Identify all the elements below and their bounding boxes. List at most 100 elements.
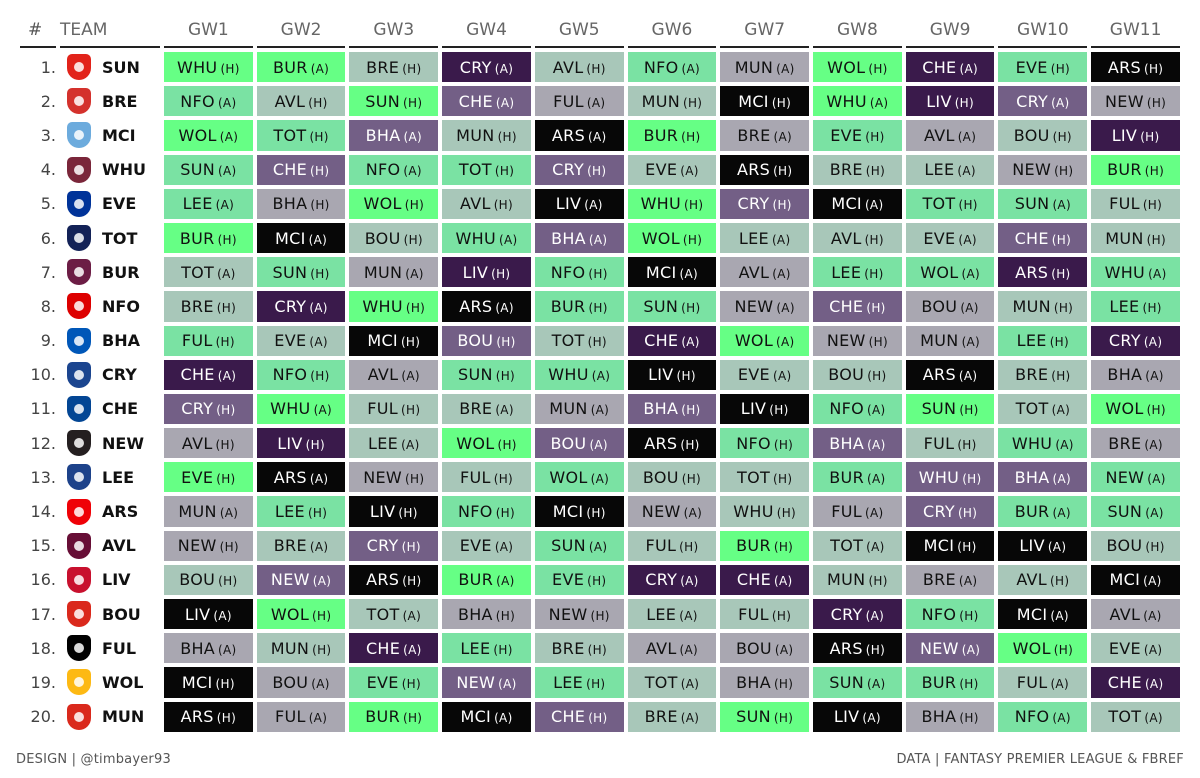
opponent-label: LIV (462, 262, 489, 282)
venue-label: (H) (401, 403, 421, 418)
opponent-label: SUN (736, 707, 771, 727)
fixture-cell: BOU (A) (534, 428, 624, 459)
fixture-cell: WOL (H) (256, 599, 346, 630)
fixture-cell: MUN (H) (813, 564, 902, 595)
opponent-label: WHU (455, 228, 496, 248)
fixture-cell: BHA (H) (256, 188, 346, 219)
venue-label: (A) (494, 711, 513, 726)
venue-label: (A) (494, 540, 514, 555)
table-row: 3. MCI WOL (A) TOT (H) BHA (A) MUN (H) ARS (A) BUR (H… (20, 120, 1180, 151)
opponent-label: TOT (1015, 399, 1049, 419)
opponent-label: BOU (272, 672, 309, 692)
opponent-label: MUN (549, 399, 588, 419)
venue-label: (A) (772, 369, 792, 384)
team-logo-cell (60, 52, 98, 82)
fixture-cell: BUR (H) (905, 667, 995, 698)
villa-crest-icon (67, 532, 91, 559)
venue-label: (A) (958, 574, 978, 589)
opponent-label: WHU (733, 502, 774, 522)
table-row: 10. CRY CHE (A) NFO (H) AVL (A) SUN (H) WHU (A) LIV(… (20, 359, 1180, 390)
venue-label: (A) (679, 642, 699, 657)
venue-label: (H) (586, 61, 606, 76)
venue-label: (A) (310, 61, 330, 76)
team-abbr: WHU (102, 160, 147, 180)
venue-label: (H) (676, 369, 696, 384)
fixture-cell: BOU (H) (1091, 530, 1180, 561)
fixture-cell: TOT (A) (627, 667, 717, 698)
team-rank: 18. (30, 638, 56, 658)
team-rank: 10. (30, 365, 56, 385)
venue-label: (H) (868, 61, 888, 76)
venue-label: (H) (1142, 300, 1162, 315)
opponent-label: MUN (734, 57, 774, 77)
venue-label: (A) (1143, 335, 1163, 350)
venue-label: (A) (865, 506, 884, 521)
fixture-cell: FUL (A) (534, 86, 624, 117)
venue-label: (A) (773, 129, 792, 144)
venue-label: (H) (959, 711, 979, 726)
opponent-label: CHE (1014, 228, 1049, 248)
fixture-cell: LEE (H) (256, 496, 346, 527)
venue-label: (H) (683, 95, 703, 110)
venue-label: (H) (772, 198, 792, 213)
venue-label: (A) (776, 61, 795, 76)
fixture-cell: EVE (A) (256, 325, 346, 356)
fixture-cell: ARS (A) (256, 462, 346, 493)
fixture-cell: EVE (A) (627, 154, 717, 185)
opponent-label: ARS (459, 296, 493, 316)
fixture-cell: WHU (A) (256, 393, 346, 425)
venue-label: (H) (586, 676, 606, 691)
opponent-label: BRE (829, 160, 863, 180)
venue-label: (A) (1055, 437, 1074, 452)
venue-label: (A) (494, 61, 514, 76)
venue-label: (H) (679, 540, 699, 555)
opponent-label: SUN (1014, 194, 1050, 214)
venue-label: (H) (493, 642, 513, 657)
opponent-label: TOT (644, 672, 678, 692)
opponent-label: AVL (738, 262, 770, 282)
team-rank: 14. (30, 502, 56, 522)
fixture-cell: CRY (H) (905, 496, 995, 527)
opponent-label: TOT (922, 194, 956, 214)
opponent-label: CRY (737, 194, 770, 214)
fixture-cell: LEE (H) (442, 633, 531, 664)
fixture-cell: MCI (H) (720, 86, 810, 117)
venue-label: (H) (216, 300, 237, 315)
opponent-label: MUN (363, 262, 403, 282)
table-row: 9. BHA FUL (H) EVE (A) MCI (H) BOU (H) TOT (H) CHE (A… (20, 325, 1180, 356)
opponent-label: EVE (181, 467, 214, 487)
venue-label: (H) (401, 540, 421, 555)
fixture-cell: BHA (A) (534, 222, 624, 254)
header-row: # TEAM GW1 GW2 GW3 GW4 GW5 GW6 GW7 GW8 G… (20, 14, 1180, 48)
opponent-label: LEE (274, 502, 305, 522)
fixture-cell: FUL (H) (627, 530, 717, 561)
table-row: 5. EVE LEE (A) BHA (H) WOL (H) AVL (H) LIV (A) WHU (H… (20, 188, 1180, 219)
fixture-cell: ARS (A) (905, 359, 995, 390)
venue-label: (A) (311, 676, 330, 691)
fixture-cell: ARS (H) (1091, 52, 1180, 83)
opponent-label: BOU (550, 433, 587, 453)
opponent-label: LIV (1019, 536, 1045, 556)
fixture-cell: NFO (A) (813, 393, 902, 425)
opponent-label: EVE (923, 228, 956, 248)
venue-label: (H) (1053, 642, 1074, 657)
fixture-cell: CRY (H) (720, 188, 810, 219)
opponent-label: BHA (272, 194, 308, 214)
leeds-crest-icon (67, 464, 91, 491)
team-logo-cell (60, 120, 98, 150)
opponent-label: TOT (830, 536, 864, 556)
fixture-cell: WOL (A) (534, 462, 624, 493)
team-rank: 11. (30, 399, 56, 419)
fixture-cell: MCI (A) (1091, 564, 1180, 595)
opponent-label: FUL (553, 91, 584, 111)
team-rank: 6. (40, 228, 56, 248)
team-abbr: MUN (102, 707, 145, 727)
opponent-label: WHU (176, 57, 218, 77)
venue-label: (H) (588, 711, 608, 726)
opponent-label: MUN (456, 125, 495, 145)
venue-label: (H) (491, 266, 511, 281)
fixture-cell: BRE (A) (256, 530, 346, 561)
fixture-cell: LIV (A) (813, 701, 902, 732)
fixture-cell: SUN (A) (164, 154, 253, 185)
opponent-label: CHE (365, 638, 401, 658)
